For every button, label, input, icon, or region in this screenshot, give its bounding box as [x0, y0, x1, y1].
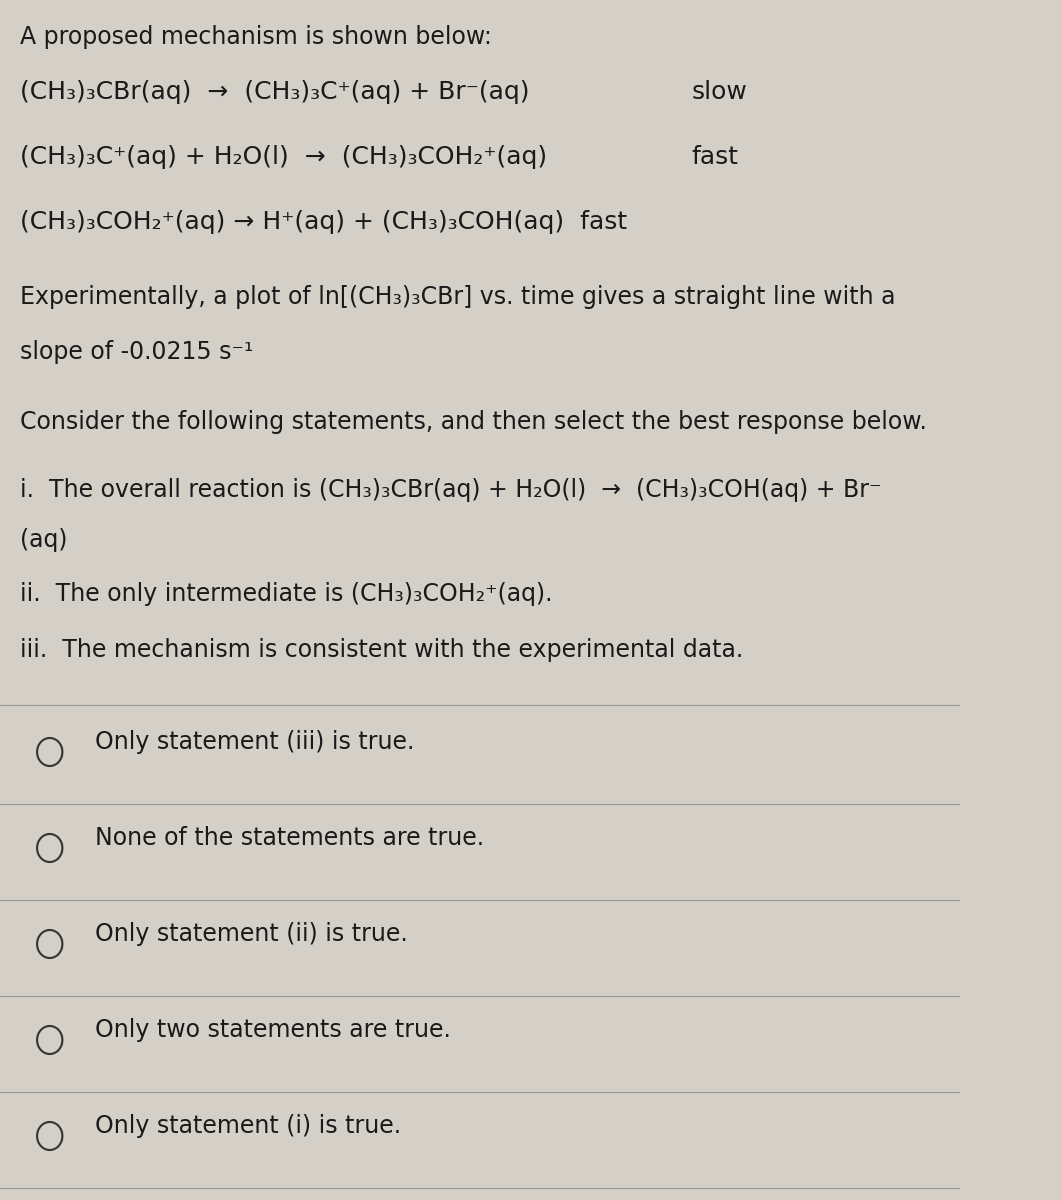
Text: ii.  The only intermediate is (CH₃)₃COH₂⁺(aq).: ii. The only intermediate is (CH₃)₃COH₂⁺…	[20, 582, 553, 606]
Text: Only statement (i) is true.: Only statement (i) is true.	[94, 1114, 401, 1138]
Text: (CH₃)₃COH₂⁺(aq) → H⁺(aq) + (CH₃)₃COH(aq)  fast: (CH₃)₃COH₂⁺(aq) → H⁺(aq) + (CH₃)₃COH(aq)…	[20, 210, 627, 234]
Text: (aq): (aq)	[20, 528, 68, 552]
Text: Only statement (ii) is true.: Only statement (ii) is true.	[94, 922, 407, 946]
Text: (CH₃)₃C⁺(aq) + H₂O(l)  →  (CH₃)₃COH₂⁺(aq): (CH₃)₃C⁺(aq) + H₂O(l) → (CH₃)₃COH₂⁺(aq)	[20, 145, 547, 169]
Text: A proposed mechanism is shown below:: A proposed mechanism is shown below:	[20, 25, 491, 49]
Text: fast: fast	[692, 145, 738, 169]
Text: slope of -0.0215 s⁻¹: slope of -0.0215 s⁻¹	[20, 340, 254, 364]
Text: Consider the following statements, and then select the best response below.: Consider the following statements, and t…	[20, 410, 926, 434]
Text: i.  The overall reaction is (CH₃)₃CBr(aq) + H₂O(l)  →  (CH₃)₃COH(aq) + Br⁻: i. The overall reaction is (CH₃)₃CBr(aq)…	[20, 478, 882, 502]
Text: None of the statements are true.: None of the statements are true.	[94, 826, 484, 850]
Text: slow: slow	[692, 80, 748, 104]
Text: Only statement (iii) is true.: Only statement (iii) is true.	[94, 730, 414, 754]
Text: Experimentally, a plot of ln[(CH₃)₃CBr] vs. time gives a straight line with a: Experimentally, a plot of ln[(CH₃)₃CBr] …	[20, 284, 895, 308]
Text: iii.  The mechanism is consistent with the experimental data.: iii. The mechanism is consistent with th…	[20, 638, 743, 662]
Text: Only two statements are true.: Only two statements are true.	[94, 1018, 451, 1042]
Text: (CH₃)₃CBr(aq)  →  (CH₃)₃C⁺(aq) + Br⁻(aq): (CH₃)₃CBr(aq) → (CH₃)₃C⁺(aq) + Br⁻(aq)	[20, 80, 529, 104]
